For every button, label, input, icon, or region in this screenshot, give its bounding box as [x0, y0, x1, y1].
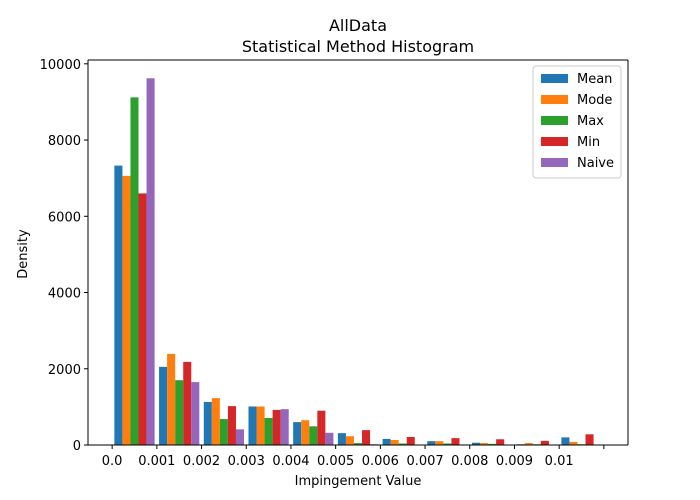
bar-mean-0.0: [114, 165, 123, 445]
bar-mode-0.005: [345, 436, 354, 445]
legend: Mean Mode Max Min Naive: [532, 65, 622, 179]
bar-naive-0.001: [191, 382, 200, 445]
bar-mode-0.01: [569, 441, 578, 445]
bar-mode-0.001: [167, 353, 176, 445]
bar-min-0.002: [227, 406, 236, 445]
x-tick-label: 0.004: [272, 454, 309, 469]
bar-max-0.001: [175, 380, 184, 445]
bar-mean-0.005: [337, 433, 346, 445]
bar-mean-0.002: [203, 401, 212, 445]
x-tick-label: 0.006: [362, 454, 399, 469]
y-axis-label: Density: [16, 229, 31, 279]
chart-subtitle: Statistical Method Histogram: [242, 37, 474, 56]
bar-max-0.008: [488, 443, 497, 445]
bar-mean-0.003: [248, 406, 257, 445]
bar-mode-0.004: [301, 420, 310, 445]
y-tick-label: 6000: [48, 210, 81, 225]
legend-swatch-min: [541, 137, 568, 146]
bar-mean-0.004: [293, 422, 302, 445]
bar-min-0.008: [496, 439, 505, 445]
bar-max-0.0: [130, 97, 139, 446]
y-tick-label: 2000: [48, 363, 81, 378]
bar-mode-0.0: [122, 175, 131, 445]
bar-naive-0.0: [146, 78, 155, 446]
x-tick-label: 0.008: [451, 454, 488, 469]
legend-label-min: Min: [577, 135, 600, 150]
bar-mean-0.001: [159, 366, 168, 445]
bar-mode-0.007: [435, 441, 444, 445]
bar-mode-0.009: [524, 443, 533, 445]
bar-mode-0.003: [256, 406, 265, 445]
y-tick-label: 4000: [48, 287, 81, 302]
x-tick-label: 0.001: [138, 454, 175, 469]
x-tick-label: 0.007: [406, 454, 443, 469]
x-tick-label: 0.003: [228, 454, 265, 469]
bar-naive-0.004: [325, 432, 334, 445]
bar-mean-0.008: [471, 442, 481, 445]
legend-label-naive: Naive: [577, 156, 614, 171]
bar-max-0.005: [353, 443, 363, 445]
bar-mean-0.006: [382, 438, 391, 445]
bar-min-0.01: [585, 434, 594, 445]
legend-swatch-mean: [541, 74, 568, 83]
bar-max-0.003: [264, 417, 273, 445]
x-tick-label: 0.002: [183, 454, 220, 469]
x-tick-label: 0.01: [545, 454, 574, 469]
bar-min-0.004: [317, 410, 326, 445]
x-tick-label: 0.0: [102, 454, 123, 469]
bar-mode-0.008: [480, 443, 489, 445]
legend-label-mean: Mean: [577, 72, 612, 87]
bar-mode-0.002: [211, 398, 220, 445]
y-tick-label: 0: [73, 439, 81, 454]
chart-title: AllData: [329, 16, 387, 35]
bar-naive-0.003: [280, 409, 289, 445]
bar-max-0.004: [309, 426, 318, 445]
bar-min-0.009: [540, 440, 549, 445]
bar-min-0.001: [183, 361, 192, 445]
legend-label-mode: Mode: [577, 93, 612, 108]
x-tick-label: 0.009: [496, 454, 533, 469]
bar-max-0.006: [398, 443, 407, 445]
legend-frame: [532, 65, 622, 179]
y-tick-label: 8000: [48, 134, 81, 149]
bar-mean-0.01: [561, 437, 570, 445]
bar-max-0.007: [443, 443, 452, 445]
bar-min-0.003: [272, 409, 281, 445]
legend-label-max: Max: [577, 114, 604, 129]
bar-mode-0.006: [390, 440, 399, 445]
bar-naive-0.002: [235, 429, 245, 445]
bar-min-0.0: [138, 193, 147, 445]
legend-swatch-max: [541, 116, 568, 125]
legend-swatch-naive: [541, 158, 568, 167]
bar-min-0.005: [362, 430, 371, 445]
x-axis-label: Impingement Value: [295, 474, 422, 489]
bar-max-0.002: [219, 419, 228, 445]
bar-min-0.006: [406, 437, 415, 445]
y-tick-label: 10000: [40, 58, 81, 73]
bar-mean-0.007: [427, 441, 436, 445]
x-tick-label: 0.005: [317, 454, 354, 469]
bar-min-0.007: [451, 438, 460, 445]
plot-area: 0 2000 4000 6000 8000 10000 0.0 0.001 0.002 0.003…: [40, 58, 629, 469]
legend-swatch-mode: [541, 95, 568, 104]
